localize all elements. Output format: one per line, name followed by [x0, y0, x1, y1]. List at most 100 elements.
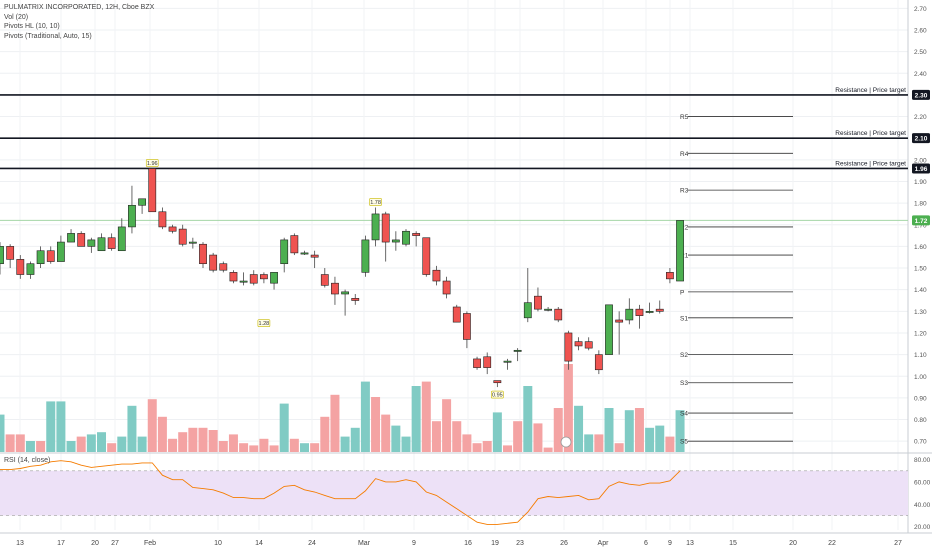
pivot-level-label: P	[680, 289, 684, 296]
pivot-hl-tag	[257, 319, 271, 327]
volume-bar	[86, 434, 96, 452]
candle-body	[665, 272, 674, 280]
current-price-tag	[912, 215, 930, 226]
volume-bar	[421, 381, 431, 452]
volume-bar	[218, 441, 228, 452]
rsi-tick-label: 60.00	[914, 479, 931, 486]
volume-bar	[624, 410, 634, 452]
volume-bar	[350, 427, 360, 452]
time-tick-label: 26	[560, 540, 568, 547]
volume-bar	[411, 386, 421, 452]
candle-body	[594, 354, 603, 371]
volume-bar	[300, 443, 309, 452]
candle-body	[655, 308, 664, 312]
volume-bar	[259, 438, 269, 452]
volume-bar	[157, 416, 167, 452]
volume-bar	[127, 405, 137, 452]
price-tick-label: 2.70	[914, 6, 927, 13]
pivot-hl-label: 1.28	[259, 321, 270, 327]
candle-body	[645, 311, 654, 313]
volume-bar	[198, 427, 208, 452]
candle-body	[442, 280, 451, 295]
volume-bar	[289, 438, 299, 452]
time-tick-label: 24	[308, 540, 316, 547]
price-tick-label: 1.00	[914, 374, 927, 381]
volume-bar	[5, 434, 15, 452]
volume-bar	[137, 436, 147, 452]
time-tick-label: 14	[255, 540, 263, 547]
candle-body	[209, 254, 218, 271]
candle-body	[615, 319, 624, 323]
candle-body	[523, 302, 532, 319]
candle-body	[635, 308, 644, 316]
pivot-hl-tag	[491, 390, 504, 399]
price-tick-label: 1.90	[914, 179, 927, 186]
candle-body	[391, 239, 400, 243]
volume-bar	[442, 399, 452, 452]
volume-bar	[482, 441, 492, 452]
resistance-label: Resistance | Price target	[835, 160, 906, 167]
candle-body	[26, 263, 35, 275]
candle-body	[148, 168, 157, 213]
candle-body	[199, 243, 207, 265]
volume-bar	[604, 408, 614, 452]
candle-body	[320, 274, 329, 286]
pivot-level-label: R3	[680, 188, 689, 195]
price-tick-label: 2.00	[914, 157, 927, 164]
candle-body	[544, 308, 552, 311]
candle-body	[249, 274, 258, 284]
volume-bar	[533, 423, 543, 452]
candle-body	[483, 356, 492, 368]
volume-bar	[269, 445, 279, 452]
legend-pivots-std: Pivots (Traditional, Auto, 15)	[4, 32, 92, 40]
volume-bar	[188, 427, 198, 452]
resistance-label: Resistance | Price target	[835, 130, 906, 137]
resistance-price-label: 1.96	[915, 166, 928, 173]
resistance-price-tag	[912, 163, 930, 174]
volume-bar	[178, 432, 188, 452]
time-tick-label: 17	[57, 540, 65, 547]
price-tick-label: 1.70	[914, 222, 927, 229]
candle-body	[462, 313, 471, 340]
time-tick-label: Feb	[144, 540, 156, 547]
candle-body	[16, 259, 25, 275]
volume-bar	[523, 386, 533, 452]
time-tick-label: Mar	[358, 540, 371, 547]
rsi-tick-label: 40.00	[914, 502, 931, 509]
volume-bar	[239, 443, 249, 452]
time-tick-label: 15	[729, 540, 737, 547]
volume-bar	[76, 436, 86, 452]
price-tick-label: 0.80	[914, 417, 927, 424]
volume-bar	[584, 434, 594, 452]
candle-body	[168, 226, 177, 232]
candle-body	[473, 358, 481, 368]
candle-body	[6, 246, 15, 260]
candle-body	[605, 304, 613, 355]
volume-bar	[665, 436, 675, 452]
price-tick-label: 1.50	[914, 266, 927, 273]
volume-bar	[340, 436, 350, 452]
price-tick-label: 2.40	[914, 71, 927, 78]
candle-body	[331, 282, 339, 295]
candle-body	[361, 239, 370, 273]
price-tick-label: 2.60	[914, 27, 927, 34]
candle-body	[452, 306, 461, 323]
price-tick-label: 0.70	[914, 439, 927, 446]
volume-bar	[147, 399, 157, 452]
candle-body	[67, 233, 75, 243]
time-tick-label: 9	[412, 540, 416, 547]
candle-body	[564, 332, 573, 362]
volume-bar	[381, 414, 391, 452]
time-tick-label: 27	[111, 540, 119, 547]
price-tick-label: 1.40	[914, 287, 927, 294]
pivot-level-label: S1	[680, 315, 688, 322]
candle-body	[77, 233, 86, 247]
volume-bar	[452, 421, 462, 452]
legend-volume: Vol (20)	[4, 13, 29, 21]
volume-bar	[543, 447, 553, 452]
volume-bar	[36, 441, 46, 452]
candle-body	[239, 280, 248, 283]
candle-body	[0, 246, 4, 265]
price-tick-label: 1.20	[914, 330, 927, 337]
